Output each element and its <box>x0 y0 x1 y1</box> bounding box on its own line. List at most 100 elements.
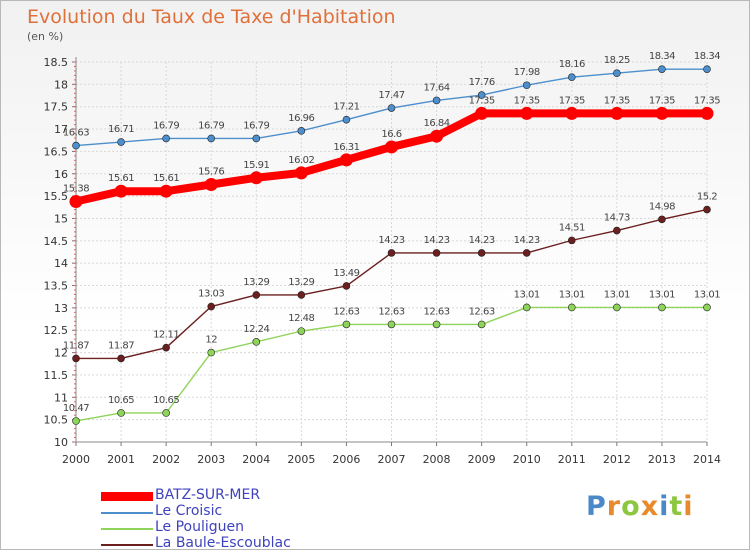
data-point <box>658 65 666 73</box>
data-label: 11.87 <box>63 340 89 351</box>
data-label: 13.01 <box>559 289 585 300</box>
data-label: 17.35 <box>694 95 720 106</box>
x-tick-labels: 2000 2001 2002 2003 2004 2005 2006 2007 2008 2009… <box>62 453 721 466</box>
data-point <box>207 134 216 143</box>
data-label: 15.61 <box>153 173 179 184</box>
logo-letter: o <box>621 491 641 522</box>
data-point <box>207 348 216 357</box>
data-point <box>252 291 261 299</box>
data-label: 16.84 <box>424 118 450 129</box>
y-tick-label: 17 <box>54 123 68 136</box>
data-label: 14.51 <box>559 222 585 233</box>
data-point <box>249 171 263 185</box>
data-point <box>385 140 398 154</box>
data-point <box>162 343 170 352</box>
data-point <box>703 65 711 73</box>
data-point <box>297 291 306 299</box>
y-tick-label: 11.5 <box>44 369 69 382</box>
data-label: 12.24 <box>243 324 269 335</box>
logo-letter: t <box>669 491 684 522</box>
data-point <box>162 134 170 143</box>
x-tick-label: 2008 <box>423 453 451 466</box>
legend-swatch <box>101 528 153 530</box>
data-label: 16.79 <box>198 120 224 131</box>
data-label: 18.34 <box>649 51 675 62</box>
y-tick-label: 14.5 <box>44 235 69 248</box>
data-label: 17.35 <box>514 95 540 106</box>
x-tick-label: 2000 <box>62 453 90 466</box>
data-point <box>522 303 531 312</box>
data-label: 13.03 <box>198 289 224 300</box>
y-tick-label: 16 <box>54 168 68 181</box>
data-point <box>477 91 486 99</box>
data-label: 17.35 <box>604 95 630 106</box>
data-point <box>700 106 714 120</box>
data-label: 13.29 <box>243 277 269 288</box>
data-label: 16.63 <box>63 128 89 139</box>
data-label: 15.61 <box>108 173 134 184</box>
data-label: 12.63 <box>469 306 495 317</box>
data-point <box>658 303 666 312</box>
y-tick-label: 15 <box>54 212 68 225</box>
y-tick-label: 13.5 <box>44 280 69 293</box>
logo-letter: r <box>606 491 622 522</box>
logo-letter: i <box>683 491 694 522</box>
data-label: 10.65 <box>108 395 134 406</box>
data-label: 14.98 <box>649 201 675 212</box>
data-label: 12 <box>205 335 217 346</box>
data-point <box>567 303 576 312</box>
data-point <box>72 354 80 363</box>
data-point <box>114 184 128 198</box>
y-tick-label: 14 <box>54 257 68 270</box>
data-label: 12.63 <box>378 306 404 317</box>
series-lines <box>69 65 714 425</box>
logo-letter: i <box>659 491 670 522</box>
data-point <box>475 106 489 120</box>
data-point <box>342 320 351 329</box>
x-tick-label: 2001 <box>107 453 135 466</box>
data-point <box>432 249 441 257</box>
x-tick-label: 2014 <box>693 453 721 466</box>
data-point <box>204 177 218 191</box>
legend-label: BATZ-SUR-MER <box>155 487 261 503</box>
data-label: 17.76 <box>469 77 495 88</box>
data-label: 17.64 <box>424 82 450 93</box>
data-point <box>477 320 486 329</box>
y-tick-label: 15.5 <box>44 190 69 203</box>
data-point <box>613 226 621 235</box>
data-label: 13.01 <box>649 289 675 300</box>
data-label: 13.49 <box>333 268 359 279</box>
x-tick-label: 2013 <box>648 453 676 466</box>
y-tick-label: 18.5 <box>44 56 69 69</box>
data-point <box>342 115 351 124</box>
data-point <box>297 327 306 335</box>
data-point <box>387 249 396 257</box>
data-labels: 11.87 11.87 12.11 13.03 13.29 13.29 13.49 14.23… <box>63 51 721 414</box>
x-tick-label: 2004 <box>242 453 270 466</box>
data-label: 15.91 <box>243 160 269 171</box>
data-point <box>252 134 261 143</box>
y-tick-labels: 10 10.5 11 11.5 12 12.5 13 13.5 14 14.5 15 15.5 16 16… <box>44 56 69 449</box>
legend-label: La Baule-Escoublac <box>155 535 291 551</box>
logo-letter: P <box>586 491 607 522</box>
data-label: 17.98 <box>514 67 540 78</box>
grid-lines <box>75 61 708 443</box>
data-point <box>567 236 576 245</box>
legend-label: Le Croisic <box>155 503 223 519</box>
data-point <box>117 138 125 146</box>
legend-swatch <box>101 492 153 501</box>
chart-title: Evolution du Taux de Taxe d'Habitation <box>27 6 396 28</box>
data-point <box>655 106 669 120</box>
y-tick-label: 12.5 <box>44 324 69 337</box>
x-tick-label: 2003 <box>197 453 225 466</box>
y-tick-label: 18 <box>54 78 68 91</box>
data-label: 18.25 <box>604 55 630 66</box>
data-point <box>294 166 308 180</box>
data-point <box>522 81 531 90</box>
y-tick-label: 10.5 <box>44 414 69 427</box>
data-point <box>613 303 621 312</box>
data-point <box>703 303 711 312</box>
y-tick-label: 12 <box>54 347 68 360</box>
y-tick-label: 16.5 <box>44 145 69 158</box>
